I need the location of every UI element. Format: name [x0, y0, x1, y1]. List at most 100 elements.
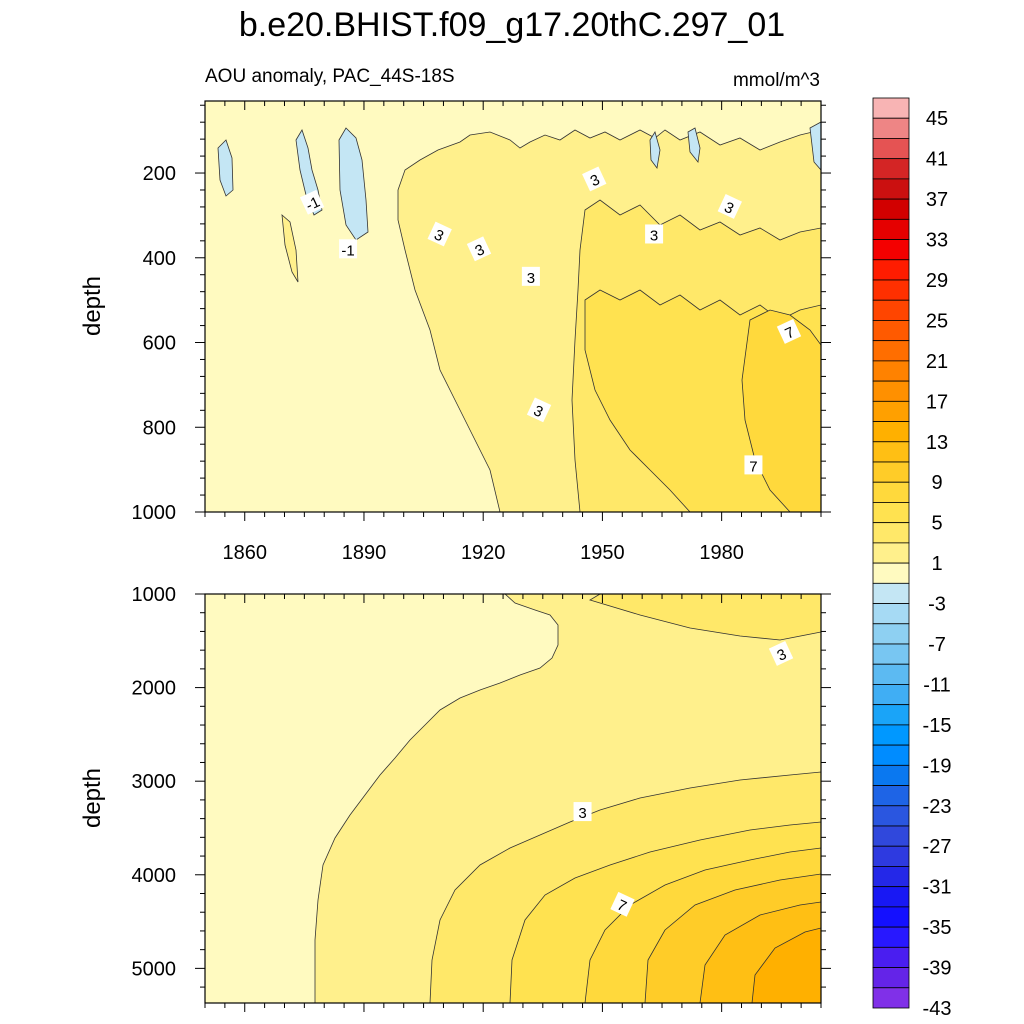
- lower-ticks: [195, 593, 831, 1012]
- colorbar-label: -39: [923, 958, 952, 980]
- colorbar-box: [872, 987, 910, 1009]
- upper-x-tick-label: 1860: [222, 542, 267, 564]
- colorbar-box: [872, 603, 910, 625]
- colorbar-label: -27: [923, 836, 952, 858]
- colorbar-box: [872, 684, 910, 706]
- colorbar-label: -15: [923, 715, 952, 737]
- upper-y-tick-label: 1000: [132, 502, 177, 524]
- upper-contour-label-text: 7: [749, 458, 757, 475]
- colorbar-label: -3: [928, 594, 946, 616]
- lower-band-13-15: [751, 927, 821, 1003]
- colorbar-box: [872, 724, 910, 746]
- lower-tick-labels: 1000 2000 3000 4000 5000: [132, 584, 177, 980]
- colorbar-label: 1: [931, 553, 942, 575]
- colorbar-box: [872, 744, 910, 766]
- colorbar-box: [872, 421, 910, 443]
- colorbar-box: [872, 178, 910, 200]
- colorbar-label: 13: [926, 432, 948, 454]
- colorbar-label: 33: [926, 230, 948, 252]
- colorbar-box: [872, 117, 910, 139]
- colorbar: 45 41 37 33 29 25 21 17 13 9 5 1 -3 -7 -11 -15 -19 -23 -27…: [872, 97, 952, 1020]
- lower-y-tick-label: 4000: [132, 865, 177, 887]
- colorbar-box: [872, 138, 910, 160]
- colorbar-label: 5: [931, 513, 942, 535]
- upper-y-tick-label: 600: [143, 333, 176, 355]
- upper-contour-label-text: -1: [341, 242, 354, 259]
- colorbar-box: [872, 299, 910, 321]
- colorbar-box: [872, 239, 910, 261]
- lower-y-tick-label: 1000: [132, 584, 177, 606]
- colorbar-box: [872, 643, 910, 665]
- colorbar-box: [872, 400, 910, 422]
- colorbar-box: [872, 764, 910, 786]
- colorbar-boxes: [872, 97, 910, 1009]
- lower-contour-fill: [205, 594, 821, 1003]
- colorbar-box: [872, 259, 910, 281]
- colorbar-box: [872, 623, 910, 645]
- colorbar-label: 37: [926, 189, 948, 211]
- upper-contour-label: -1: [339, 239, 358, 259]
- colorbar-box: [872, 360, 910, 382]
- upper-contour-label-text: 3: [650, 227, 658, 244]
- colorbar-box: [872, 663, 910, 685]
- lower-panel: 1000 2000 3000 4000 5000 3 3 7 depth: [79, 584, 831, 1012]
- upper-plot-frame: [204, 100, 822, 513]
- colorbar-box: [872, 97, 910, 119]
- colorbar-label: 29: [926, 270, 948, 292]
- colorbar-box: [872, 866, 910, 888]
- colorbar-box: [872, 704, 910, 726]
- colorbar-box: [872, 218, 910, 240]
- lower-contour-label: 7: [610, 891, 635, 917]
- colorbar-box: [872, 481, 910, 503]
- upper-panel: 1860 1890 1920 1950 1980 200 400 600 800 1000 -1 -…: [79, 100, 831, 564]
- colorbar-label: -23: [923, 796, 952, 818]
- colorbar-box: [872, 279, 910, 301]
- colorbar-label: -43: [923, 998, 952, 1020]
- upper-x-tick-label: 1890: [342, 542, 387, 564]
- colorbar-label: 17: [926, 391, 948, 413]
- colorbar-box: [872, 906, 910, 928]
- colorbar-box: [872, 158, 910, 180]
- colorbar-box: [872, 198, 910, 220]
- upper-x-tick-label: 1920: [461, 542, 506, 564]
- colorbar-box: [872, 805, 910, 827]
- upper-contour-label: 3: [427, 221, 452, 247]
- upper-negative-blob-5: [687, 127, 701, 163]
- upper-contour-label: 3: [521, 266, 540, 287]
- colorbar-box: [872, 441, 910, 463]
- upper-y-axis-label: depth: [79, 276, 106, 336]
- upper-contour-label: 3: [582, 166, 607, 192]
- upper-y-tick-label: 800: [143, 417, 176, 439]
- lower-contour-label: 3: [573, 802, 592, 822]
- chart-title: b.e20.BHIST.f09_g17.20thC.297_01: [239, 6, 785, 44]
- lower-contour-label: 3: [768, 641, 794, 666]
- upper-contour-label: 3: [717, 194, 742, 219]
- upper-y-tick-label: 400: [143, 248, 176, 270]
- colorbar-box: [872, 502, 910, 524]
- colorbar-labels: 45 41 37 33 29 25 21 17 13 9 5 1 -3 -7 -11 -15 -19 -23 -27…: [923, 108, 952, 1020]
- lower-contour-label-text: 3: [578, 805, 586, 822]
- upper-contour-label: 7: [776, 319, 802, 344]
- colorbar-box: [872, 967, 910, 989]
- upper-y-tick-label: 200: [143, 163, 176, 185]
- lower-y-tick-label: 2000: [132, 678, 177, 700]
- colorbar-box: [872, 340, 910, 362]
- upper-contour-label-text: 3: [527, 270, 535, 287]
- upper-negative-blob-1: [217, 139, 234, 197]
- chart-subtitle-left: AOU anomaly, PAC_44S-18S: [205, 66, 455, 87]
- colorbar-box: [872, 542, 910, 564]
- upper-negative-blob-6: [809, 121, 821, 171]
- lower-plot-frame: [204, 593, 822, 1004]
- colorbar-label: 21: [926, 351, 948, 373]
- upper-tick-labels: 1860 1890 1920 1950 1980 200 400 600 800 1000: [132, 163, 744, 564]
- colorbar-label: -19: [923, 755, 952, 777]
- upper-contour-label: 3: [526, 397, 552, 423]
- colorbar-label: -11: [923, 674, 950, 696]
- upper-contour-label: 3: [466, 236, 492, 262]
- upper-contour-fill: [205, 101, 821, 512]
- lower-contour-labels: 3 3 7: [573, 641, 794, 917]
- colorbar-box: [872, 562, 910, 584]
- upper-x-tick-label: 1980: [699, 542, 744, 564]
- colorbar-label: -35: [923, 917, 952, 939]
